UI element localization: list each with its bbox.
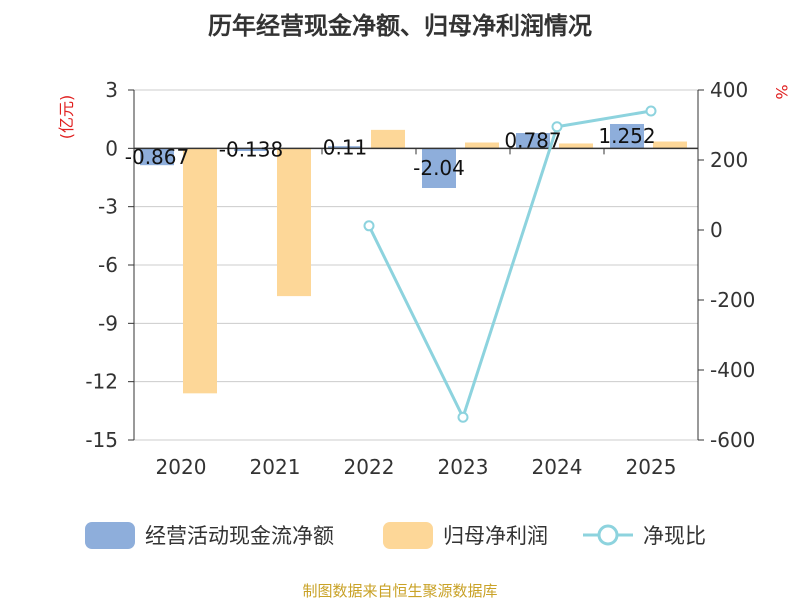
left-tick-label: -12 xyxy=(85,370,118,394)
bar-netprofit xyxy=(653,141,687,149)
bar-netprofit xyxy=(371,129,405,149)
left-tick-label: -9 xyxy=(98,311,118,335)
cashflow-data-label: -0.138 xyxy=(219,138,283,162)
ratio-point xyxy=(457,411,469,423)
legend-label-cashflow: 经营活动现金流净额 xyxy=(145,524,334,548)
bar-netprofit xyxy=(183,148,217,394)
bar-cashflow xyxy=(234,148,268,152)
left-tick-label: 0 xyxy=(105,136,118,160)
bar-cashflow xyxy=(328,146,362,149)
bar-cashflow xyxy=(610,123,644,149)
left-axis-unit: (亿元) xyxy=(57,95,76,140)
left-tick-label: -15 xyxy=(85,428,118,452)
left-tick-label: -3 xyxy=(98,195,118,219)
cashflow-data-label: 0.787 xyxy=(504,129,561,153)
bar-netprofit xyxy=(465,142,499,149)
chart-title: 历年经营现金净额、归母净利润情况 xyxy=(208,12,592,40)
axes xyxy=(128,89,704,441)
bar-cashflow xyxy=(422,148,456,188)
right-tick-label: 0 xyxy=(710,218,723,242)
legend-swatch-ratio-marker xyxy=(597,524,619,546)
ratio-point xyxy=(363,220,375,232)
category-label: 2025 xyxy=(626,455,677,479)
legend-item-netprofit[interactable]: 归母净利润 xyxy=(383,522,548,549)
cashflow-data-label: -2.04 xyxy=(413,156,465,180)
legend-swatch-cashflow xyxy=(85,522,135,549)
ratio-point xyxy=(551,121,563,133)
category-label: 2023 xyxy=(438,455,489,479)
tick-labels: 3 0 -3 -6 -9 -12 -15 400 200 0 -200 -400 -600 2020 202… xyxy=(85,78,755,479)
bar-netprofit xyxy=(559,143,593,149)
legend-item-cashflow[interactable]: 经营活动现金流净额 xyxy=(85,522,334,549)
legend-label-ratio: 净现比 xyxy=(643,524,706,548)
right-tick-label: 200 xyxy=(710,148,748,172)
gridlines xyxy=(134,89,698,441)
right-tick-label: -400 xyxy=(710,358,755,382)
right-tick-label: 400 xyxy=(710,78,748,102)
ratio-point xyxy=(645,105,657,117)
cashflow-data-label: -0.867 xyxy=(125,145,189,169)
bar-cashflow xyxy=(140,148,174,166)
right-tick-label: -200 xyxy=(710,288,755,312)
source-note: 制图数据来自恒生聚源数据库 xyxy=(302,582,497,600)
bars xyxy=(140,123,687,394)
data-labels: -0.867 -0.138 0.11 -2.04 0.787 1.252 xyxy=(125,124,656,180)
category-label: 2024 xyxy=(532,455,583,479)
category-label: 2022 xyxy=(344,455,395,479)
legend: 经营活动现金流净额 归母净利润 净现比 xyxy=(85,522,706,549)
right-tick-label: -600 xyxy=(710,428,755,452)
legend-label-netprofit: 归母净利润 xyxy=(443,524,548,548)
legend-item-ratio[interactable]: 净现比 xyxy=(583,524,706,548)
cashflow-data-label: 0.11 xyxy=(323,135,368,159)
bar-cashflow xyxy=(516,133,550,149)
ratio-line-path xyxy=(367,109,652,422)
category-label: 2021 xyxy=(250,455,301,479)
right-axis-unit: % xyxy=(772,84,791,99)
category-label: 2020 xyxy=(156,455,207,479)
legend-swatch-netprofit xyxy=(383,522,433,549)
left-tick-label: -6 xyxy=(98,253,118,277)
cashflow-data-label: 1.252 xyxy=(598,124,655,148)
ratio-line xyxy=(363,105,657,423)
left-tick-label: 3 xyxy=(105,78,118,102)
bar-netprofit xyxy=(277,148,311,297)
